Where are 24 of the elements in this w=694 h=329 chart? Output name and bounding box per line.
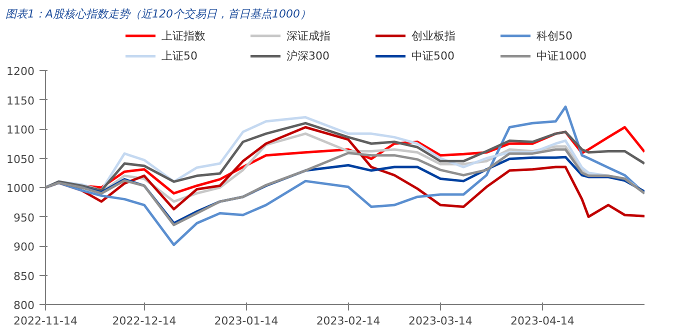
y-tick-label: 850 [14, 270, 35, 283]
y-tick-label: 1200 [6, 65, 35, 78]
legend-label: 科创50 [536, 29, 572, 42]
y-tick-label: 1000 [6, 182, 35, 195]
y-tick-label: 800 [14, 299, 35, 312]
legend-label: 创业板指 [412, 29, 456, 42]
legend-label: 上证50 [162, 50, 198, 63]
y-tick-label: 950 [14, 211, 35, 224]
legend-label: 沪深300 [286, 50, 330, 63]
legend-label: 中证1000 [536, 50, 586, 63]
y-tick-label: 900 [14, 240, 35, 254]
y-tick-label: 1150 [6, 94, 35, 108]
x-tick-label: 2023-01-14 [214, 314, 278, 328]
legend-label: 上证指数 [162, 29, 206, 42]
y-tick-label: 1050 [6, 152, 35, 166]
x-tick-label: 2023-02-14 [316, 314, 380, 328]
x-tick-label: 2023-03-14 [408, 314, 472, 328]
x-tick-label: 2022-11-14 [14, 314, 78, 328]
legend-label: 中证500 [412, 50, 454, 63]
y-tick-label: 1100 [6, 124, 35, 136]
x-tick-label: 2023-04-14 [510, 314, 574, 328]
legend-label: 深证成指 [286, 29, 330, 42]
chart-title: 图表1：A股核心指数走势（近120个交易日，首日基点1000） [6, 8, 312, 20]
x-tick-label: 2022-12-14 [112, 314, 176, 328]
